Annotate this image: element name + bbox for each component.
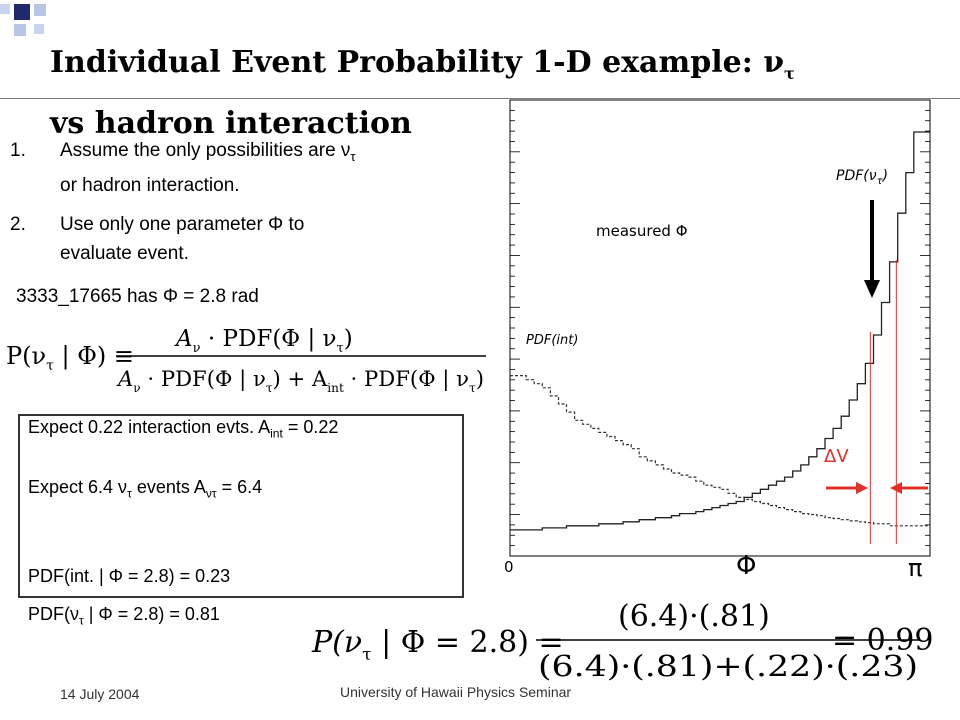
list-item-1: Assume the only possibilities are ντ or …: [60, 140, 356, 196]
title-line-1: Individual Event Probability 1-D example…: [50, 45, 795, 83]
formula2-numerator: (6.4)·(.81): [618, 599, 770, 634]
label-pdf-nu: PDF(ντ): [836, 168, 888, 187]
formula2-denominator: (6.4)·(.81)+(.22)·(.23): [538, 649, 918, 683]
delta-v-arrowhead-left: [856, 482, 868, 494]
footer-date: 14 July 2004: [60, 686, 140, 702]
plot-frame: [509, 99, 931, 557]
histogram-pdf-nu: [510, 131, 930, 531]
measured-arrow-head: [864, 280, 880, 298]
result-formula: P(ντ | Φ = 2.8) = (6.4)·(.81) (6.4)·(.81…: [311, 599, 920, 683]
formula1-lhs: P(ντ | Φ) ≡: [6, 342, 134, 374]
axis-label-zero: 0: [504, 558, 514, 576]
formula1-numerator: Aν · PDF(Φ | ντ): [174, 326, 353, 356]
list-number-2: 2.: [10, 214, 26, 235]
list-item-2: Use only one parameter Φ to evaluate eve…: [60, 214, 305, 264]
decor-square-light-2: [14, 24, 26, 36]
axis-label-pi: π: [908, 554, 922, 582]
decor-square-light-4: [0, 4, 10, 14]
box-line-interaction: Expect 0.22 interaction evts. Aint = 0.2…: [28, 417, 339, 441]
footer-seminar: University of Hawaii Physics Seminar: [340, 684, 572, 700]
label-pdf-int: PDF(int): [526, 333, 578, 348]
box-line-pdf-int: PDF(int. | Φ = 2.8) = 0.23: [28, 566, 231, 586]
box-line-nu-events: Expect 6.4 ντ events Aντ = 6.4: [28, 477, 263, 501]
pdf-histogram-plot: PDF(ντ) PDF(int) measured Φ ΔV 0 Φ π: [504, 99, 931, 582]
formula1-denominator: Aν · PDF(Φ | ντ) + Aint · PDF(Φ | ντ): [116, 367, 484, 394]
expectation-box: [18, 414, 464, 598]
label-delta-v: ΔV: [824, 446, 849, 467]
box-line-pdf-nu: PDF(ντ | Φ = 2.8) = 0.81: [28, 604, 220, 628]
event-line: 3333_17665 has Φ = 2.8 rad: [16, 286, 259, 307]
probability-formula: P(ντ | Φ) ≡ Aν · PDF(Φ | ντ) Aν · PDF(Φ …: [6, 326, 486, 394]
title-line-2: vs hadron interaction: [50, 106, 412, 141]
label-measured-phi: measured Φ: [596, 222, 688, 240]
slide-title: Individual Event Probability 1-D example…: [50, 38, 795, 149]
axis-label-phi: Φ: [736, 551, 756, 581]
delta-v-arrowhead-right: [890, 482, 902, 494]
plot-ticks: [510, 99, 930, 557]
decor-square-navy: [14, 4, 30, 20]
formula2-lhs: P(ντ | Φ = 2.8) =: [311, 625, 564, 665]
list-number-1: 1.: [10, 140, 26, 161]
formula2-result: = 0.99: [832, 623, 933, 658]
histogram-pdf-int: [510, 375, 930, 527]
decor-square-light-3: [34, 24, 44, 34]
title-divider: [0, 98, 960, 99]
result-value: = 0.99: [832, 623, 933, 658]
decor-square-light-1: [34, 4, 46, 16]
